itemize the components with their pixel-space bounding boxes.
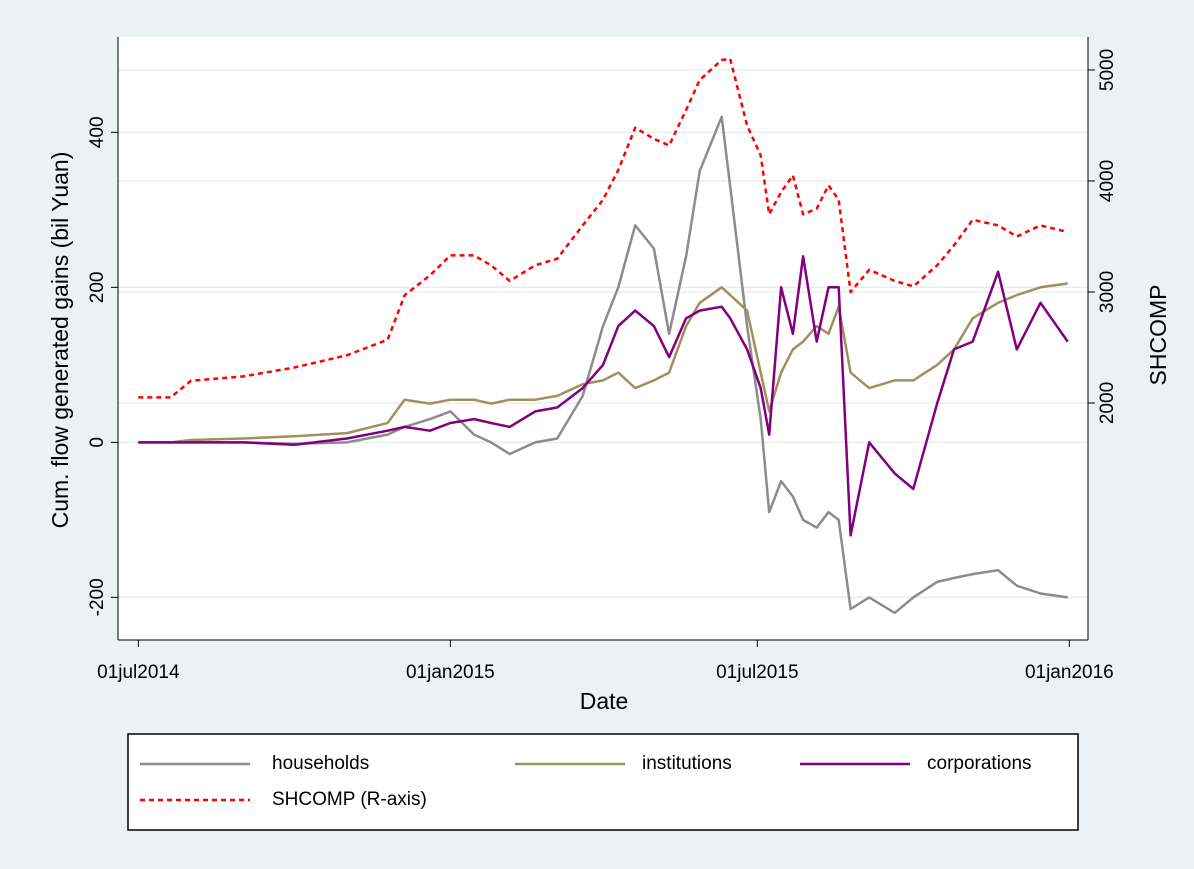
y2-tick-label: 3000 (1097, 271, 1118, 313)
y2-axis-title: SHCOMP (1145, 285, 1171, 386)
legend-label: SHCOMP (R-axis) (272, 789, 427, 810)
y-tick-label: -200 (87, 578, 108, 616)
plot-area (118, 37, 1088, 640)
legend-box (127, 733, 1079, 831)
legend-label: corporations (927, 753, 1032, 774)
series-line (138, 255, 1069, 537)
x-axis-title: Date (580, 688, 629, 714)
y-axis-title: Cum. flow generated gains (bil Yuan) (47, 152, 73, 529)
x-tick-label: 01jul2015 (716, 662, 798, 683)
legend-label: households (272, 753, 369, 774)
x-tick-label: 01jul2014 (97, 662, 180, 683)
y2-tick-label: 5000 (1097, 49, 1118, 91)
y-tick-label: 200 (87, 271, 108, 303)
y2-tick-label: 2000 (1097, 382, 1118, 424)
x-tick-label: 01jan2016 (1025, 662, 1114, 683)
series-line (138, 57, 1068, 399)
legend-label: institutions (642, 753, 732, 774)
series-line (138, 282, 1068, 444)
y2-tick-label: 4000 (1097, 160, 1118, 202)
y-tick-label: 0 (87, 437, 108, 448)
x-tick-label: 01jan2015 (406, 662, 495, 683)
y-tick-label: 400 (87, 116, 108, 148)
series-line (138, 115, 1068, 615)
